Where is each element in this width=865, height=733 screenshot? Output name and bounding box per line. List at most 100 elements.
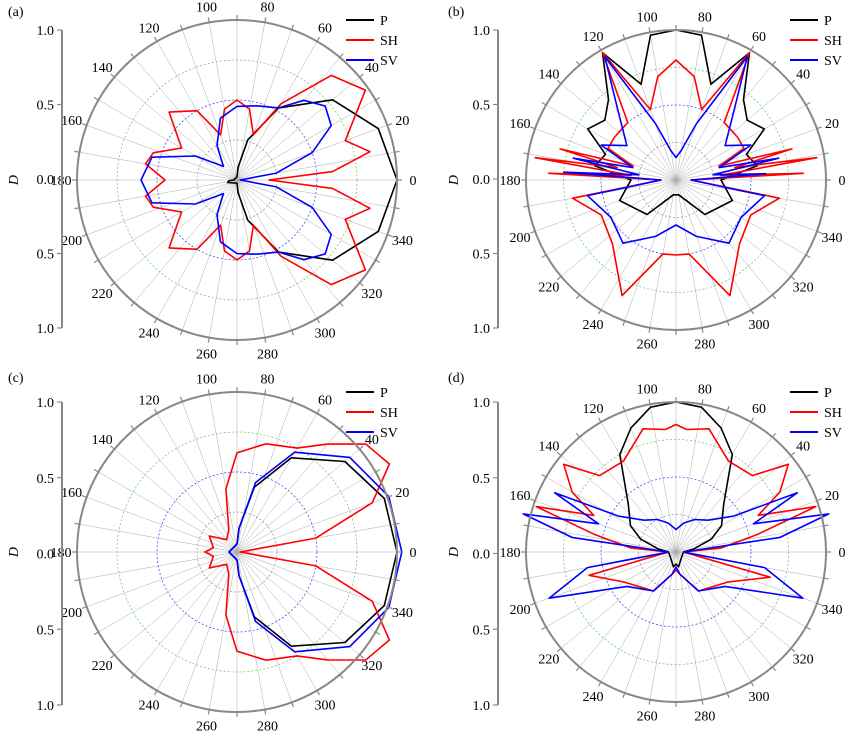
angle-label: 320: [361, 659, 382, 674]
grid-spoke: [236, 413, 318, 553]
angle-tick: [816, 602, 822, 606]
y-axis-label: D: [447, 547, 462, 558]
angle-label: 240: [583, 690, 604, 705]
angle-label: 220: [92, 287, 113, 302]
angle-label: 80: [261, 373, 275, 388]
grid-spoke: [79, 551, 238, 581]
angle-tick: [726, 320, 730, 326]
series-line-p: [586, 29, 766, 216]
radial-tick-label: 0.0: [473, 173, 491, 188]
grid-spoke: [98, 551, 238, 633]
angle-label: 0: [410, 174, 417, 189]
grid-spoke: [79, 523, 238, 553]
angle-tick: [291, 330, 294, 336]
legend-label-sv: SV: [380, 426, 398, 441]
angle-label: 300: [749, 690, 770, 705]
grid-spoke: [236, 551, 292, 703]
angle-tick: [701, 27, 704, 33]
grid-spoke: [236, 179, 341, 303]
angle-label: 20: [825, 117, 839, 132]
grid-spoke: [579, 551, 677, 668]
angle-tick: [530, 602, 536, 606]
grid-spoke: [133, 551, 238, 675]
angle-label: 100: [196, 1, 217, 16]
angle-tick: [790, 275, 796, 281]
grid-spoke: [236, 394, 266, 553]
angle-tick: [805, 101, 811, 106]
angle-tick: [153, 408, 158, 414]
angle-tick: [110, 282, 115, 287]
grid-spoke: [675, 551, 752, 683]
grid-spoke: [236, 401, 292, 553]
grid-spoke: [114, 76, 238, 181]
series-line-sv: [522, 492, 830, 599]
y-axis-label: D: [7, 175, 22, 186]
grid-spoke: [675, 551, 703, 700]
angle-label: 120: [583, 30, 604, 45]
angle-tick: [771, 294, 777, 300]
radial-tick-label: 0.5: [37, 99, 55, 114]
angle-tick: [541, 473, 547, 478]
angle-tick: [387, 495, 393, 498]
angle-tick: [74, 150, 80, 153]
legend-label-sh: SH: [824, 34, 842, 49]
angle-label: 20: [395, 114, 409, 129]
angle-tick: [530, 498, 536, 502]
panel-label: (b): [448, 5, 465, 20]
grid-spoke: [236, 471, 376, 553]
grid-spoke: [236, 551, 341, 675]
angle-label: 220: [538, 281, 559, 296]
angle-label: 240: [139, 698, 160, 713]
angle-tick: [81, 606, 87, 609]
angle-tick: [130, 53, 135, 58]
angle-tick: [387, 606, 393, 609]
angle-tick: [394, 522, 400, 525]
angle-label: 160: [61, 486, 82, 501]
grid-spoke: [86, 179, 238, 235]
angle-tick: [359, 654, 364, 659]
grid-spoke: [236, 179, 318, 319]
grid-spoke: [579, 436, 677, 553]
angle-tick: [701, 399, 704, 405]
grid-spoke: [675, 525, 824, 553]
angle-tick: [207, 17, 210, 23]
grid-spoke: [675, 153, 824, 181]
grid-spoke: [133, 429, 238, 553]
grid-spoke: [182, 29, 238, 181]
y-axis-label: D: [447, 175, 462, 186]
grid-spoke: [236, 22, 266, 181]
radial-tick-label: 1.0: [37, 322, 55, 337]
angle-tick: [556, 79, 562, 85]
radial-tick-label: 1.0: [473, 699, 491, 714]
radial-tick-label: 1.0: [473, 396, 491, 411]
grid-spoke: [156, 413, 238, 553]
grid-spoke: [560, 551, 677, 649]
angle-tick: [316, 36, 321, 42]
grid-spoke: [236, 551, 388, 607]
series-line-sv: [563, 55, 780, 244]
angle-label: 280: [694, 337, 715, 352]
angle-label: 60: [318, 22, 332, 37]
grid-spoke: [236, 99, 376, 181]
grid-spoke: [236, 179, 360, 284]
angle-tick: [575, 294, 581, 300]
angle-label: 40: [365, 433, 379, 448]
angle-tick: [375, 468, 381, 473]
angle-label: 300: [749, 318, 770, 333]
angle-label: 320: [793, 281, 814, 296]
grid-spoke: [675, 32, 703, 181]
angle-tick: [701, 699, 704, 705]
grid-spoke: [182, 179, 238, 331]
angle-tick: [750, 45, 755, 51]
angle-tick: [726, 406, 730, 412]
angle-tick: [771, 432, 777, 438]
chart-panel-0: 0204060801001201401601802002202402602803…: [7, 1, 417, 363]
grid-spoke: [675, 179, 728, 322]
series-line-sv: [228, 451, 403, 653]
grid-spoke: [624, 179, 677, 322]
grid-spoke: [534, 500, 677, 553]
angle-tick: [648, 327, 651, 333]
radial-tick-label: 0.0: [37, 548, 55, 563]
angle-tick: [130, 674, 135, 679]
angle-tick: [81, 123, 87, 126]
